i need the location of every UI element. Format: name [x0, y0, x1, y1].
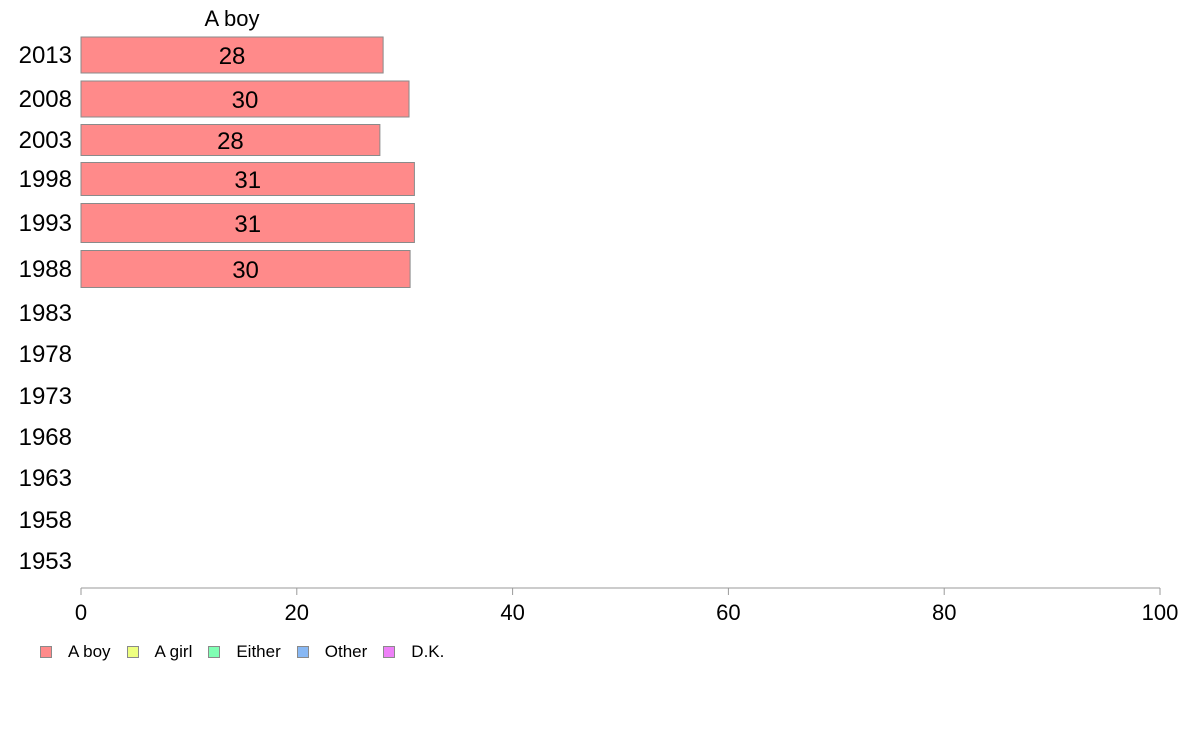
legend-swatch	[126, 646, 139, 658]
bar	[80, 80, 410, 118]
legend-item: Either	[208, 642, 281, 662]
legend-swatch	[383, 646, 396, 658]
legend-label: A boy	[68, 642, 111, 661]
y-tick-label: 1983	[19, 300, 72, 327]
legend-label: Either	[236, 642, 281, 661]
y-tick-label: 1988	[19, 256, 72, 283]
bar	[80, 162, 415, 196]
legend-swatch	[208, 646, 221, 658]
x-tick-label: 0	[75, 600, 87, 625]
bar	[80, 203, 415, 243]
y-tick-label: 1958	[19, 507, 72, 534]
x-tick-label: 100	[1142, 600, 1179, 625]
data-label: 31	[234, 211, 261, 238]
chart-title: A boy	[204, 6, 259, 31]
data-label: 30	[232, 257, 259, 284]
legend-label: D.K.	[411, 642, 445, 661]
y-tick-label: 2003	[19, 127, 72, 154]
legend-item: A girl	[126, 642, 193, 662]
data-label: 31	[234, 167, 261, 194]
legend-swatch	[40, 646, 52, 658]
data-label: 30	[232, 87, 259, 114]
legend-label: A girl	[154, 642, 193, 661]
y-tick-label: 2013	[19, 42, 72, 69]
y-tick-label: 1973	[19, 383, 72, 410]
bar	[80, 36, 384, 74]
x-tick-label: 80	[932, 600, 956, 625]
legend-swatch	[296, 646, 309, 658]
y-tick-label: 2008	[19, 86, 72, 113]
bar	[80, 250, 411, 288]
y-tick-label: 1998	[19, 166, 72, 193]
y-tick-label: 1953	[19, 548, 72, 575]
data-label: 28	[219, 43, 246, 70]
legend-item: D.K.	[383, 642, 444, 662]
x-tick-label: 20	[285, 600, 309, 625]
legend-item: A boy	[40, 642, 111, 662]
legend: A boy A girl Either Other D.K.	[40, 642, 460, 662]
y-tick-label: 1993	[19, 210, 72, 237]
legend-label: Other	[324, 642, 368, 661]
y-tick-label: 1968	[19, 424, 72, 451]
bar	[80, 124, 381, 156]
legend-item: Other	[296, 642, 368, 662]
x-tick-label: 40	[500, 600, 524, 625]
y-tick-label: 1978	[19, 341, 72, 368]
x-tick-label: 60	[716, 600, 740, 625]
y-tick-label: 1963	[19, 465, 72, 492]
data-label: 28	[217, 128, 244, 155]
